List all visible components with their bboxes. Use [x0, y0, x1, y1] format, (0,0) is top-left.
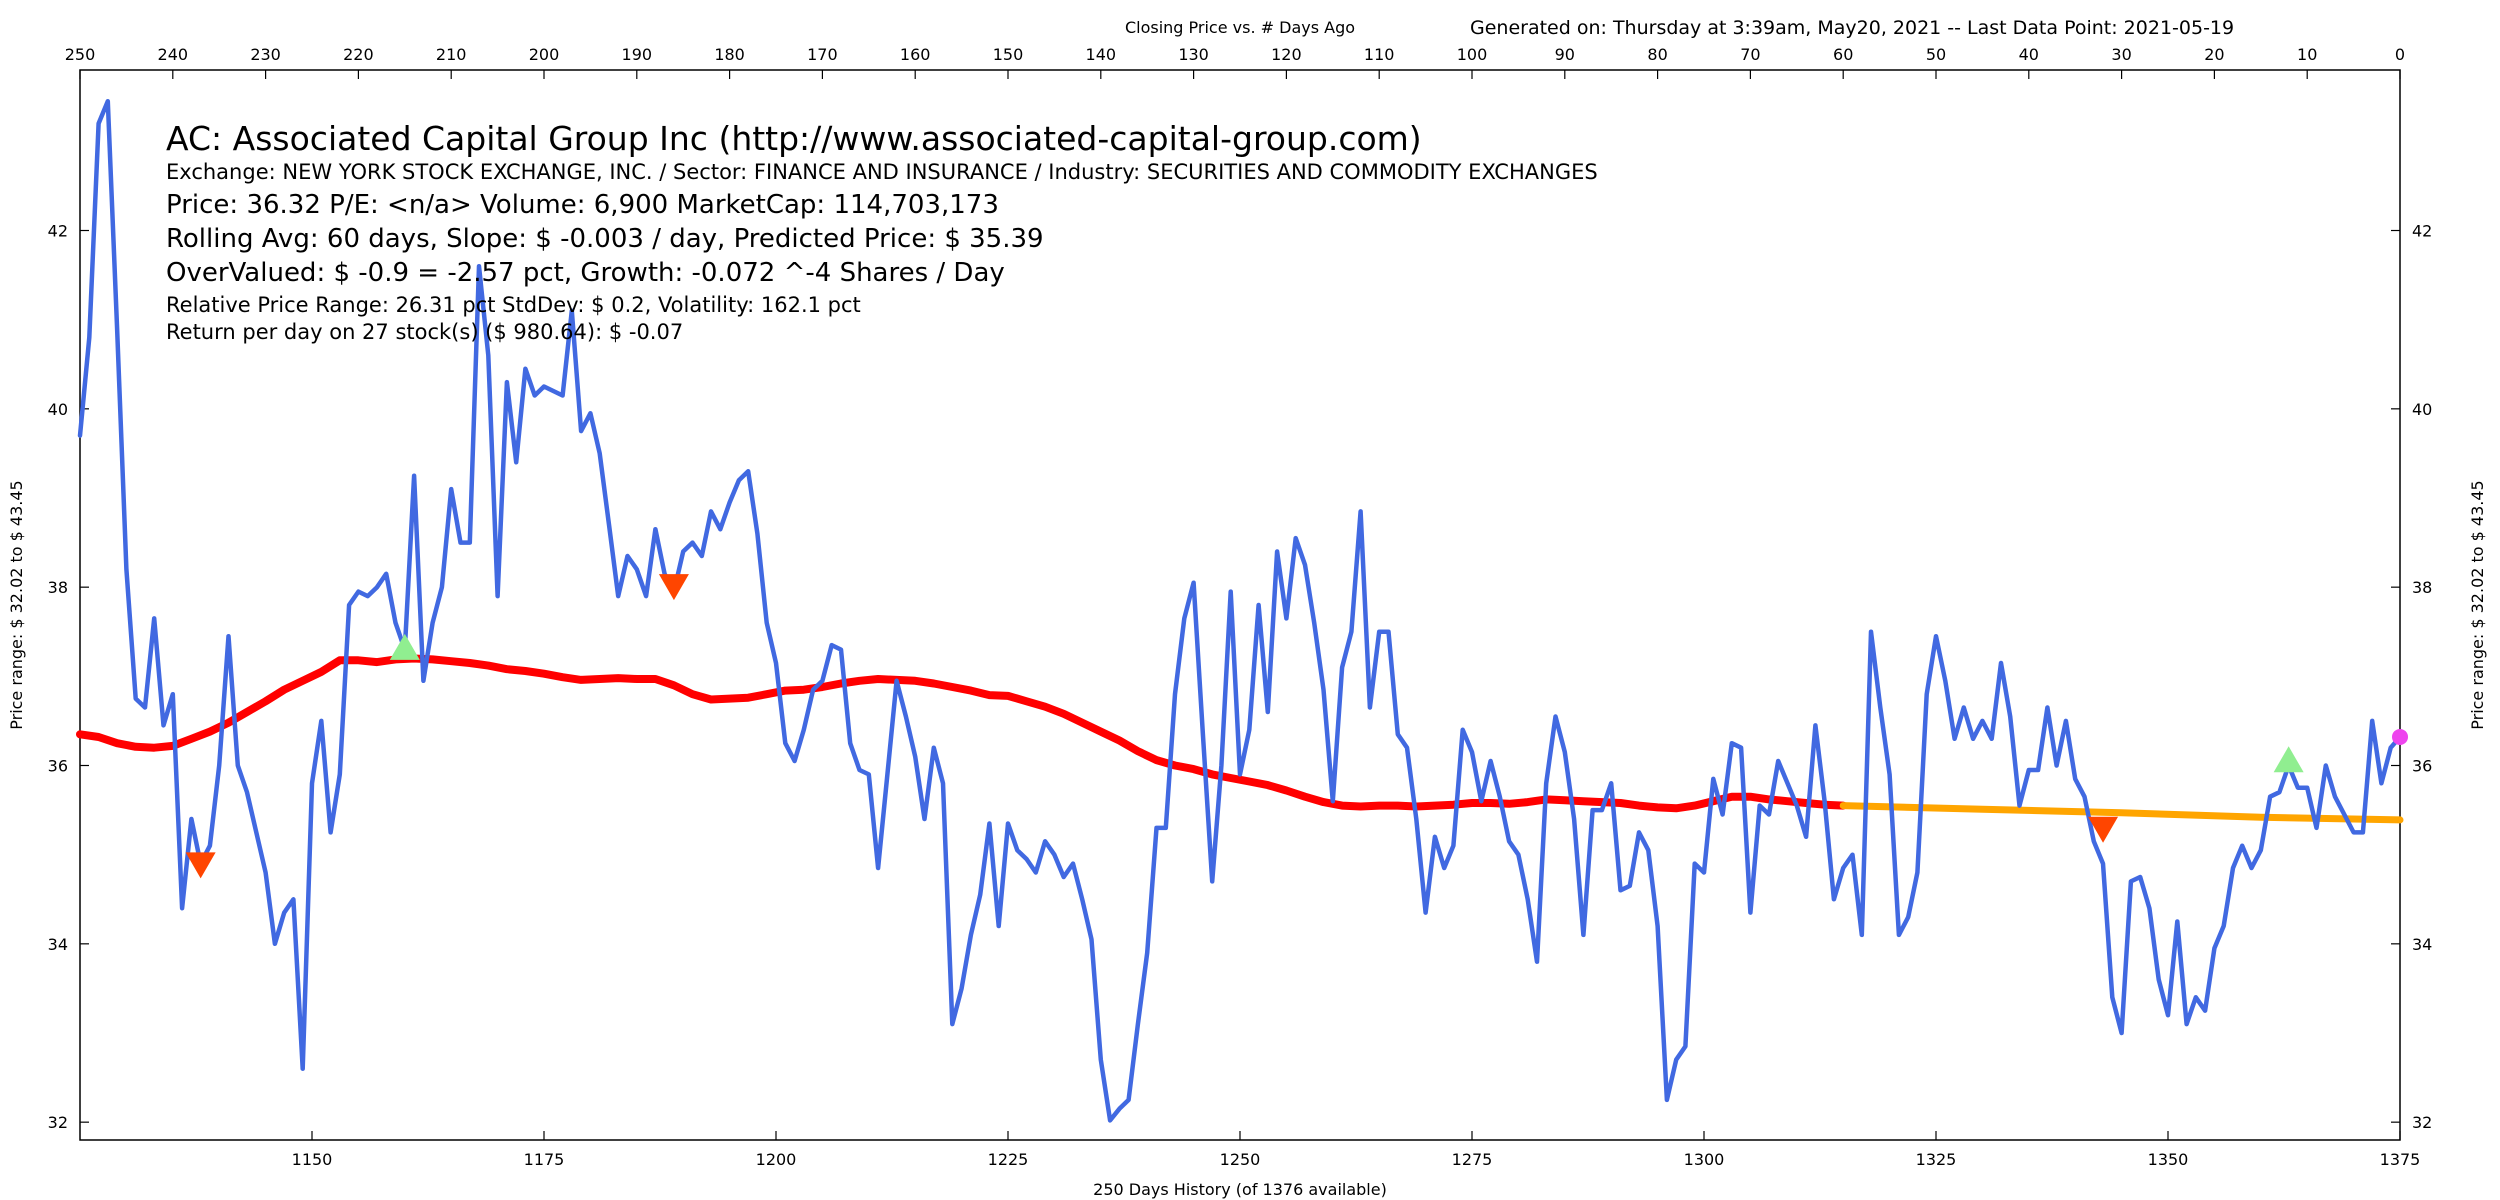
- y-tick-label-right: 42: [2412, 222, 2432, 241]
- x-top-tick-label: 150: [993, 45, 1024, 64]
- price-info: Price: 36.32 P/E: <n/a> Volume: 6,900 Ma…: [166, 190, 999, 220]
- y-axis: 32 32 34 34 36 36 38 38 40 40 42 42: [48, 222, 2433, 1133]
- sell-marker: [2088, 816, 2119, 843]
- x-top-tick-label: 30: [2111, 45, 2131, 64]
- exchange-info: Exchange: NEW YORK STOCK EXCHANGE, INC. …: [166, 160, 1598, 184]
- x-top-tick-label: 70: [1740, 45, 1760, 64]
- x-top-tick-label: 20: [2204, 45, 2224, 64]
- x-top-tick-label: 90: [1555, 45, 1575, 64]
- range-info: Relative Price Range: 26.31 pct StdDev: …: [166, 293, 861, 317]
- x-top-tick-label: 160: [900, 45, 931, 64]
- y-tick-label-right: 32: [2412, 1113, 2432, 1132]
- x-bottom-axis: 1150 1175 1200 1225 1250 1275 1300 1325 1350 1375: [292, 1131, 2421, 1169]
- x-top-tick-label: 250: [65, 45, 96, 64]
- last-price-marker: [2392, 728, 2408, 745]
- top-chart-title: Closing Price vs. # Days Ago: [1125, 18, 1355, 37]
- y-tick-label-right: 40: [2412, 400, 2432, 419]
- x-tick-label: 1325: [1916, 1150, 1957, 1169]
- marker-layer: [185, 574, 2408, 879]
- x-tick-label: 1300: [1684, 1150, 1725, 1169]
- x-tick-label: 1225: [988, 1150, 1029, 1169]
- x-top-tick-label: 50: [1926, 45, 1946, 64]
- x-top-tick-label: 110: [1364, 45, 1395, 64]
- x-top-tick-label: 210: [436, 45, 467, 64]
- x-top-axis: 250 240 230 220 210 200 190 180 170 160 150 140 130 1…: [65, 45, 2405, 79]
- x-tick-label: 1275: [1452, 1150, 1493, 1169]
- x-tick-label: 1175: [524, 1150, 565, 1169]
- x-top-tick-label: 0: [2395, 45, 2405, 64]
- return-info: Return per day on 27 stock(s) ($ 980.64)…: [166, 320, 683, 344]
- price-line: [77, 98, 2403, 1123]
- sell-marker: [185, 852, 216, 879]
- y-tick-label: 40: [48, 400, 68, 419]
- y-tick-label-right: 38: [2412, 578, 2432, 597]
- series-layer: [76, 98, 2404, 1123]
- overvalued-info: OverValued: $ -0.9 = -2.57 pct, Growth: …: [166, 258, 1005, 288]
- x-top-tick-label: 80: [1647, 45, 1667, 64]
- buy-marker: [389, 633, 420, 660]
- x-top-tick-label: 40: [2019, 45, 2039, 64]
- y-tick-label-right: 36: [2412, 757, 2432, 776]
- x-top-tick-label: 200: [529, 45, 560, 64]
- y-tick-label: 42: [48, 222, 68, 241]
- rolling-info: Rolling Avg: 60 days, Slope: $ -0.003 / …: [166, 224, 1044, 254]
- x-top-tick-label: 170: [807, 45, 838, 64]
- x-top-tick-label: 60: [1833, 45, 1853, 64]
- x-top-tick-label: 190: [622, 45, 653, 64]
- x-tick-label: 1200: [756, 1150, 797, 1169]
- x-top-tick-label: 180: [714, 45, 745, 64]
- y-tick-label: 38: [48, 578, 68, 597]
- predicted-line: [1839, 802, 2404, 824]
- x-top-tick-label: 240: [158, 45, 189, 64]
- y-tick-label: 32: [48, 1113, 68, 1132]
- x-tick-label: 1250: [1220, 1150, 1261, 1169]
- y-tick-label: 36: [48, 757, 68, 776]
- x-tick-label: 1350: [2148, 1150, 2189, 1169]
- y-tick-label-right: 34: [2412, 935, 2432, 954]
- x-tick-label: 1375: [2380, 1150, 2421, 1169]
- x-top-tick-label: 120: [1271, 45, 1302, 64]
- y-axis-title-right: Price range: $ 32.02 to $ 43.45: [2468, 480, 2487, 730]
- x-top-tick-label: 140: [1086, 45, 1117, 64]
- y-tick-label: 34: [48, 935, 68, 954]
- x-top-tick-label: 130: [1178, 45, 1209, 64]
- generated-info: Generated on: Thursday at 3:39am, May20,…: [1470, 17, 2234, 39]
- stock-title: AC: Associated Capital Group Inc (http:/…: [166, 119, 1422, 158]
- x-top-tick-label: 10: [2297, 45, 2317, 64]
- x-top-tick-label: 220: [343, 45, 374, 64]
- x-top-tick-label: 230: [250, 45, 281, 64]
- buy-marker: [2273, 746, 2304, 773]
- x-axis-title: 250 Days History (of 1376 available): [1093, 1180, 1387, 1199]
- x-tick-label: 1150: [292, 1150, 333, 1169]
- info-block: AC: Associated Capital Group Inc (http:/…: [166, 119, 1598, 344]
- rolling-average-line: [76, 654, 1848, 813]
- sell-marker: [658, 574, 689, 601]
- y-axis-title-left: Price range: $ 32.02 to $ 43.45: [7, 480, 26, 730]
- x-top-tick-label: 100: [1457, 45, 1488, 64]
